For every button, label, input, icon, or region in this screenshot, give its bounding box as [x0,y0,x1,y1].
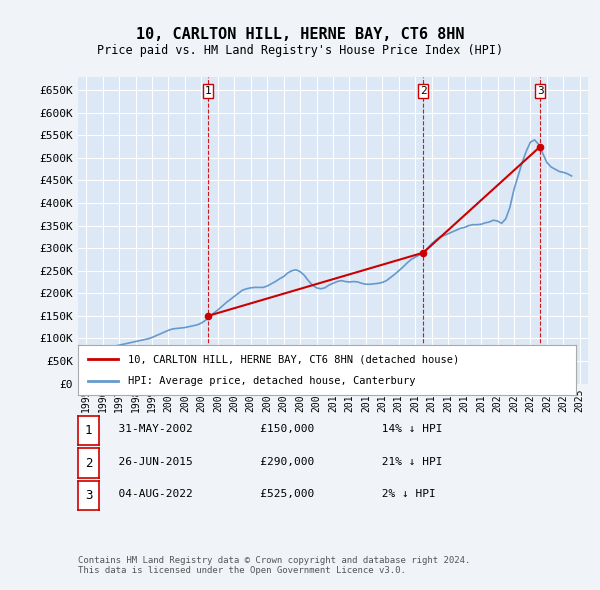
Text: 3: 3 [537,86,544,96]
Text: 1: 1 [85,424,92,437]
Text: 3: 3 [85,489,92,502]
Text: 1: 1 [205,86,212,96]
Point [203,311,213,320]
Text: 26-JUN-2015          £290,000          21% ↓ HPI: 26-JUN-2015 £290,000 21% ↓ HPI [105,457,443,467]
Text: 10, CARLTON HILL, HERNE BAY, CT6 8HN (detached house): 10, CARLTON HILL, HERNE BAY, CT6 8HN (de… [128,354,459,364]
Text: Price paid vs. HM Land Registry's House Price Index (HPI): Price paid vs. HM Land Registry's House … [97,44,503,57]
Point [419,248,428,257]
Text: 2: 2 [85,457,92,470]
Point [535,142,545,152]
Text: HPI: Average price, detached house, Canterbury: HPI: Average price, detached house, Cant… [128,376,415,386]
Text: 31-MAY-2002          £150,000          14% ↓ HPI: 31-MAY-2002 £150,000 14% ↓ HPI [105,424,443,434]
Text: 10, CARLTON HILL, HERNE BAY, CT6 8HN: 10, CARLTON HILL, HERNE BAY, CT6 8HN [136,27,464,41]
Text: 04-AUG-2022          £525,000          2% ↓ HPI: 04-AUG-2022 £525,000 2% ↓ HPI [105,489,436,499]
Text: 2: 2 [420,86,427,96]
Text: Contains HM Land Registry data © Crown copyright and database right 2024.
This d: Contains HM Land Registry data © Crown c… [78,556,470,575]
